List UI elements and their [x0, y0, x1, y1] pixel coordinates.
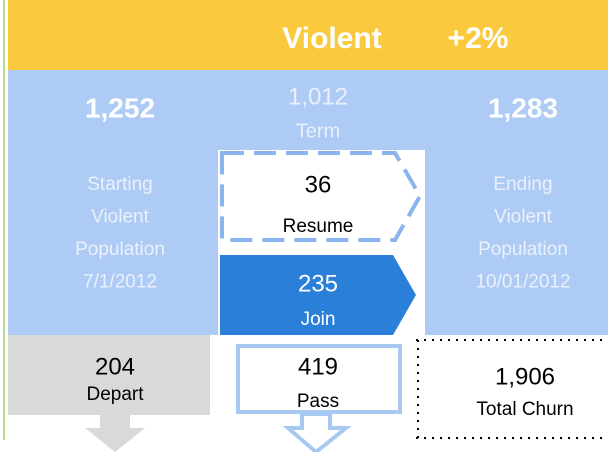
depart-label: Depart: [86, 384, 144, 405]
end-label-line: Violent: [494, 207, 552, 228]
end-value: 1,283: [488, 92, 558, 123]
pass-label: Pass: [297, 391, 339, 412]
churn-label: Total Churn: [476, 399, 573, 420]
term-label: Term: [296, 120, 340, 142]
resume-label: Resume: [283, 216, 354, 237]
pass-arrow: [282, 412, 352, 452]
depart-box: [8, 335, 210, 415]
resume-arrow: [220, 151, 423, 242]
churn-value: 1,906: [495, 363, 555, 390]
join-arrow: [220, 255, 416, 335]
end-label-line: 10/01/2012: [475, 272, 570, 293]
depart-value: 204: [95, 353, 135, 380]
title: Violent: [282, 22, 381, 55]
pass-value: 419: [298, 353, 338, 380]
header-band: [8, 0, 608, 70]
start-label-line: Population: [75, 239, 165, 260]
start-value: 1,252: [85, 92, 155, 123]
depart-arrow: [85, 415, 145, 452]
end-label-line: Ending: [493, 174, 552, 195]
term-value: 1,012: [288, 83, 348, 110]
start-label-line: Starting: [87, 174, 152, 195]
join-value: 235: [298, 270, 338, 297]
join-label: Join: [301, 309, 336, 330]
pass-box: [236, 344, 402, 414]
end-label-line: Population: [478, 239, 568, 260]
start-label-line: 7/1/2012: [83, 272, 157, 293]
change: +2%: [448, 22, 509, 55]
start-label-line: Violent: [91, 207, 149, 228]
resume-value: 36: [305, 171, 332, 198]
